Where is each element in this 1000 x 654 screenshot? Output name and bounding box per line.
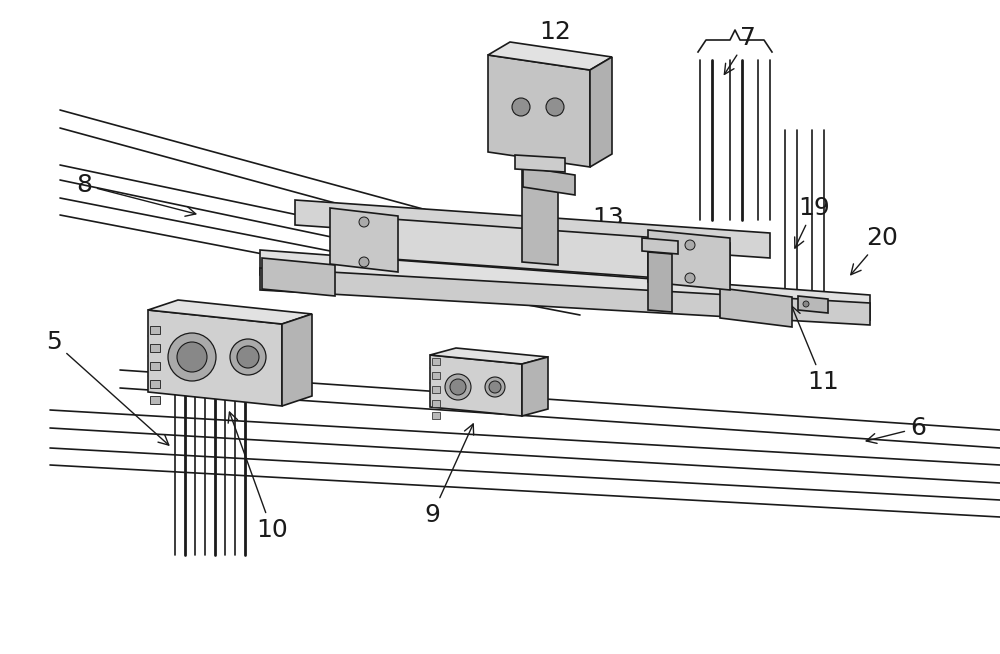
- Text: 13: 13: [573, 206, 624, 250]
- Circle shape: [512, 98, 530, 116]
- Polygon shape: [590, 57, 612, 167]
- Polygon shape: [430, 348, 548, 364]
- Polygon shape: [488, 55, 590, 167]
- Polygon shape: [150, 362, 160, 370]
- Polygon shape: [515, 155, 565, 172]
- Text: 10: 10: [228, 412, 288, 542]
- Circle shape: [445, 374, 471, 400]
- Circle shape: [685, 240, 695, 250]
- Polygon shape: [335, 215, 730, 283]
- Text: 9: 9: [424, 424, 474, 527]
- Polygon shape: [260, 268, 870, 325]
- Polygon shape: [432, 412, 440, 419]
- Circle shape: [168, 333, 216, 381]
- Text: 19: 19: [795, 196, 830, 248]
- Polygon shape: [522, 170, 558, 265]
- Polygon shape: [262, 258, 335, 296]
- Circle shape: [685, 273, 695, 283]
- Polygon shape: [295, 200, 770, 258]
- Circle shape: [237, 346, 259, 368]
- Polygon shape: [150, 344, 160, 352]
- Polygon shape: [798, 296, 828, 313]
- Polygon shape: [148, 310, 282, 406]
- Circle shape: [230, 339, 266, 375]
- Polygon shape: [432, 386, 440, 393]
- Polygon shape: [330, 208, 398, 272]
- Polygon shape: [720, 288, 792, 327]
- Polygon shape: [523, 167, 575, 195]
- Polygon shape: [150, 326, 160, 334]
- Polygon shape: [432, 400, 440, 407]
- Circle shape: [359, 217, 369, 227]
- Text: 12: 12: [537, 20, 571, 84]
- Polygon shape: [642, 238, 678, 254]
- Circle shape: [359, 257, 369, 267]
- Polygon shape: [432, 358, 440, 365]
- Text: 6: 6: [866, 416, 926, 443]
- Text: 20: 20: [851, 226, 898, 275]
- Polygon shape: [648, 230, 730, 290]
- Text: 5: 5: [46, 330, 169, 445]
- Circle shape: [485, 377, 505, 397]
- Circle shape: [177, 342, 207, 372]
- Polygon shape: [148, 300, 312, 324]
- Circle shape: [450, 379, 466, 395]
- Polygon shape: [488, 42, 612, 70]
- Text: 8: 8: [76, 173, 196, 216]
- Polygon shape: [282, 314, 312, 406]
- Polygon shape: [260, 250, 870, 320]
- Circle shape: [546, 98, 564, 116]
- Circle shape: [489, 381, 501, 393]
- Polygon shape: [150, 396, 160, 404]
- Text: 7: 7: [724, 26, 756, 75]
- Polygon shape: [648, 252, 672, 312]
- Polygon shape: [522, 357, 548, 416]
- Polygon shape: [430, 355, 522, 416]
- Polygon shape: [432, 372, 440, 379]
- Text: 11: 11: [791, 306, 839, 394]
- Circle shape: [803, 301, 809, 307]
- Polygon shape: [150, 380, 160, 388]
